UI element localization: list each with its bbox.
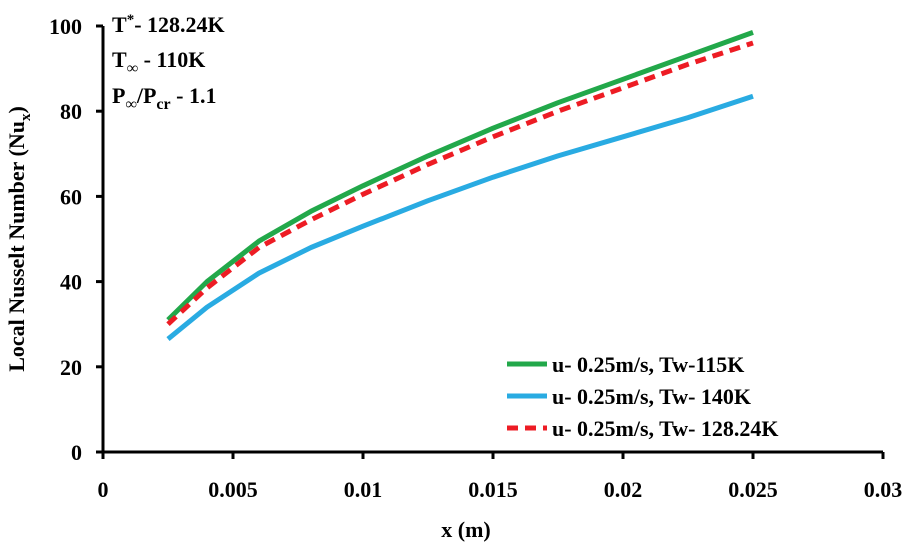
legend: u- 0.25m/s, Tw-115K u- 0.25m/s, Tw- 140K… <box>507 352 779 441</box>
x-tick-label: 0.03 <box>864 477 903 502</box>
legend-entry-140k: u- 0.25m/s, Tw- 140K <box>507 384 751 409</box>
y-tick-label: 20 <box>60 355 82 380</box>
legend-label-140k: u- 0.25m/s, Tw- 140K <box>552 384 751 409</box>
y-tick-label: 80 <box>60 99 82 124</box>
y-axis-ticks: 0 20 40 60 80 100 <box>49 14 103 465</box>
annotation-pressure-ratio: P∞/Pcr - 1.1 <box>112 83 216 113</box>
series-lines <box>166 30 754 342</box>
series-line-1 <box>166 93 754 342</box>
y-axis-title: Local Nusselt Number (Nux) <box>4 106 34 372</box>
legend-entry-115k: u- 0.25m/s, Tw-115K <box>507 352 744 377</box>
x-tick-label: 0.01 <box>344 477 383 502</box>
annotation-t-inf: T∞ - 110K <box>112 47 205 77</box>
legend-entry-128k: u- 0.25m/s, Tw- 128.24K <box>507 416 779 441</box>
annotation-block: T*- 128.24K T∞ - 110K P∞/Pcr - 1.1 <box>112 12 225 113</box>
y-tick-label: 40 <box>60 270 82 295</box>
x-axis-title: x (m) <box>441 517 490 542</box>
x-axis-ticks: 0 0.005 0.01 0.015 0.02 0.025 0.03 <box>98 452 903 502</box>
x-tick-label: 0.005 <box>208 477 258 502</box>
annotation-t-star: T*- 128.24K <box>112 12 225 37</box>
x-tick-label: 0.015 <box>468 477 518 502</box>
series-line-0 <box>166 30 754 322</box>
series-line-2 <box>166 40 754 327</box>
x-tick-label: 0 <box>98 477 109 502</box>
legend-label-115k: u- 0.25m/s, Tw-115K <box>552 352 744 377</box>
x-tick-label: 0.02 <box>604 477 643 502</box>
y-tick-label: 100 <box>49 14 82 39</box>
y-tick-label: 60 <box>60 184 82 209</box>
legend-label-128k: u- 0.25m/s, Tw- 128.24K <box>552 416 779 441</box>
y-tick-label: 0 <box>71 440 82 465</box>
x-tick-label: 0.025 <box>728 477 778 502</box>
